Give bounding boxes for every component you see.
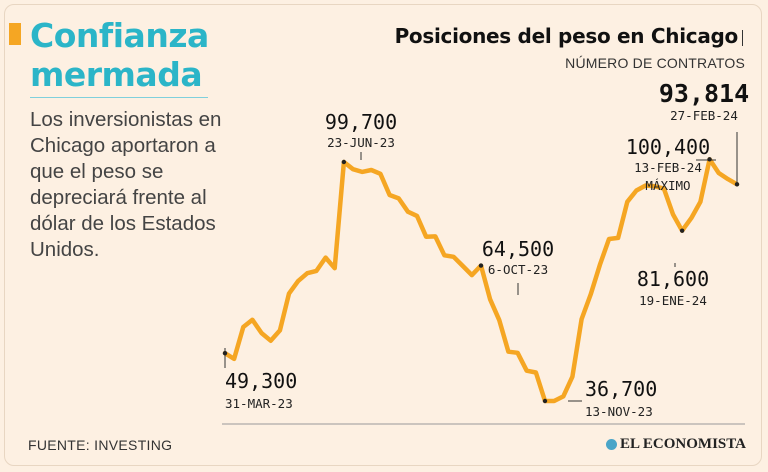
data-point-29 — [488, 297, 492, 301]
data-point-22 — [424, 235, 428, 239]
data-point-52 — [698, 200, 702, 204]
annotation-value-0: 49,300 — [225, 369, 297, 393]
annotation-date-3: 13-NOV-23 — [585, 404, 653, 419]
data-point-17 — [378, 172, 382, 176]
annotation-date-2: 6-OCT-23 — [488, 262, 548, 277]
annotation-value-2: 64,500 — [482, 237, 554, 261]
brand-name: EL ECONOMISTA — [620, 436, 746, 452]
annotation-date-1: 23-JUN-23 — [327, 135, 395, 150]
data-point-3 — [250, 318, 254, 322]
data-point-42 — [607, 237, 611, 241]
chart-subtitle: NÚMERO DE CONTRATOS — [565, 55, 745, 71]
annotation-value-6: 93,814 — [659, 79, 749, 108]
data-point-34 — [534, 371, 538, 375]
data-point-43 — [616, 236, 620, 240]
data-point-23 — [433, 234, 437, 238]
annotation-value-1: 99,700 — [325, 110, 397, 134]
annotation-dot-0 — [222, 351, 228, 356]
data-point-39 — [580, 317, 584, 321]
data-point-8 — [296, 279, 300, 283]
data-point-12 — [333, 266, 337, 270]
annotation-dot-6 — [734, 182, 740, 187]
data-point-55 — [726, 177, 730, 181]
data-point-11 — [324, 256, 328, 260]
annotation-date-6: 27-FEB-24 — [670, 108, 738, 123]
data-point-4 — [260, 331, 264, 335]
data-point-49 — [671, 212, 675, 216]
data-point-33 — [525, 369, 529, 373]
annotation-value-3: 36,700 — [585, 377, 657, 401]
description-text: Los inversionistas en Chicago aportaron … — [30, 108, 222, 261]
data-point-32 — [516, 351, 520, 355]
data-point-51 — [689, 216, 693, 220]
data-point-30 — [497, 318, 501, 322]
data-point-31 — [506, 350, 510, 354]
data-point-38 — [570, 375, 574, 379]
data-point-25 — [452, 255, 456, 259]
data-point-24 — [442, 253, 446, 257]
data-point-41 — [598, 263, 602, 267]
annotation-value-5: 100,400 — [626, 135, 710, 159]
data-point-10 — [314, 269, 318, 273]
annotation-dot-3 — [542, 398, 548, 404]
annotation-date-0: 31-MAR-23 — [225, 396, 293, 411]
data-point-7 — [287, 292, 291, 296]
data-point-37 — [561, 394, 565, 398]
headline-accent-bar — [9, 23, 21, 45]
headline-line1: Confianza — [30, 16, 209, 55]
annotation-date-4: 19-ENE-24 — [639, 293, 707, 308]
headline-line2: mermada — [30, 55, 203, 94]
chart-title: Posiciones del peso en Chicago — [394, 24, 739, 48]
data-point-9 — [305, 271, 309, 275]
data-point-19 — [397, 196, 401, 200]
headline: Confianza mermada — [30, 16, 220, 94]
annotation-dot-5 — [707, 157, 712, 162]
data-point-6 — [278, 328, 282, 332]
data-point-18 — [388, 193, 392, 197]
data-point-20 — [406, 210, 410, 214]
data-point-5 — [269, 339, 273, 343]
annotation-dot-2 — [478, 263, 484, 268]
data-point-36 — [552, 399, 556, 403]
card-frame — [4, 4, 762, 466]
data-point-27 — [470, 273, 474, 277]
data-point-54 — [717, 171, 721, 175]
data-point-1 — [232, 357, 236, 361]
title-divider — [742, 30, 743, 46]
data-point-26 — [461, 264, 465, 268]
el-economista-logo-icon — [606, 439, 617, 450]
data-point-15 — [360, 170, 364, 174]
annotation-value-4: 81,600 — [637, 267, 709, 291]
annotation-dot-1 — [341, 159, 347, 165]
headline-divider — [30, 97, 208, 98]
data-point-40 — [589, 292, 593, 296]
data-point-2 — [241, 325, 245, 329]
data-point-21 — [415, 214, 419, 218]
annotation-dot-4 — [679, 228, 685, 233]
brand-logo: EL ECONOMISTA — [606, 436, 746, 453]
data-point-14 — [351, 167, 355, 171]
source-label: FUENTE: INVESTING — [28, 437, 173, 453]
annotation-extra-5: MÁXIMO — [645, 178, 690, 193]
data-point-16 — [369, 168, 373, 172]
data-point-44 — [625, 200, 629, 204]
data-point-45 — [634, 188, 638, 192]
annotation-date-5: 13-FEB-24 — [634, 160, 702, 175]
